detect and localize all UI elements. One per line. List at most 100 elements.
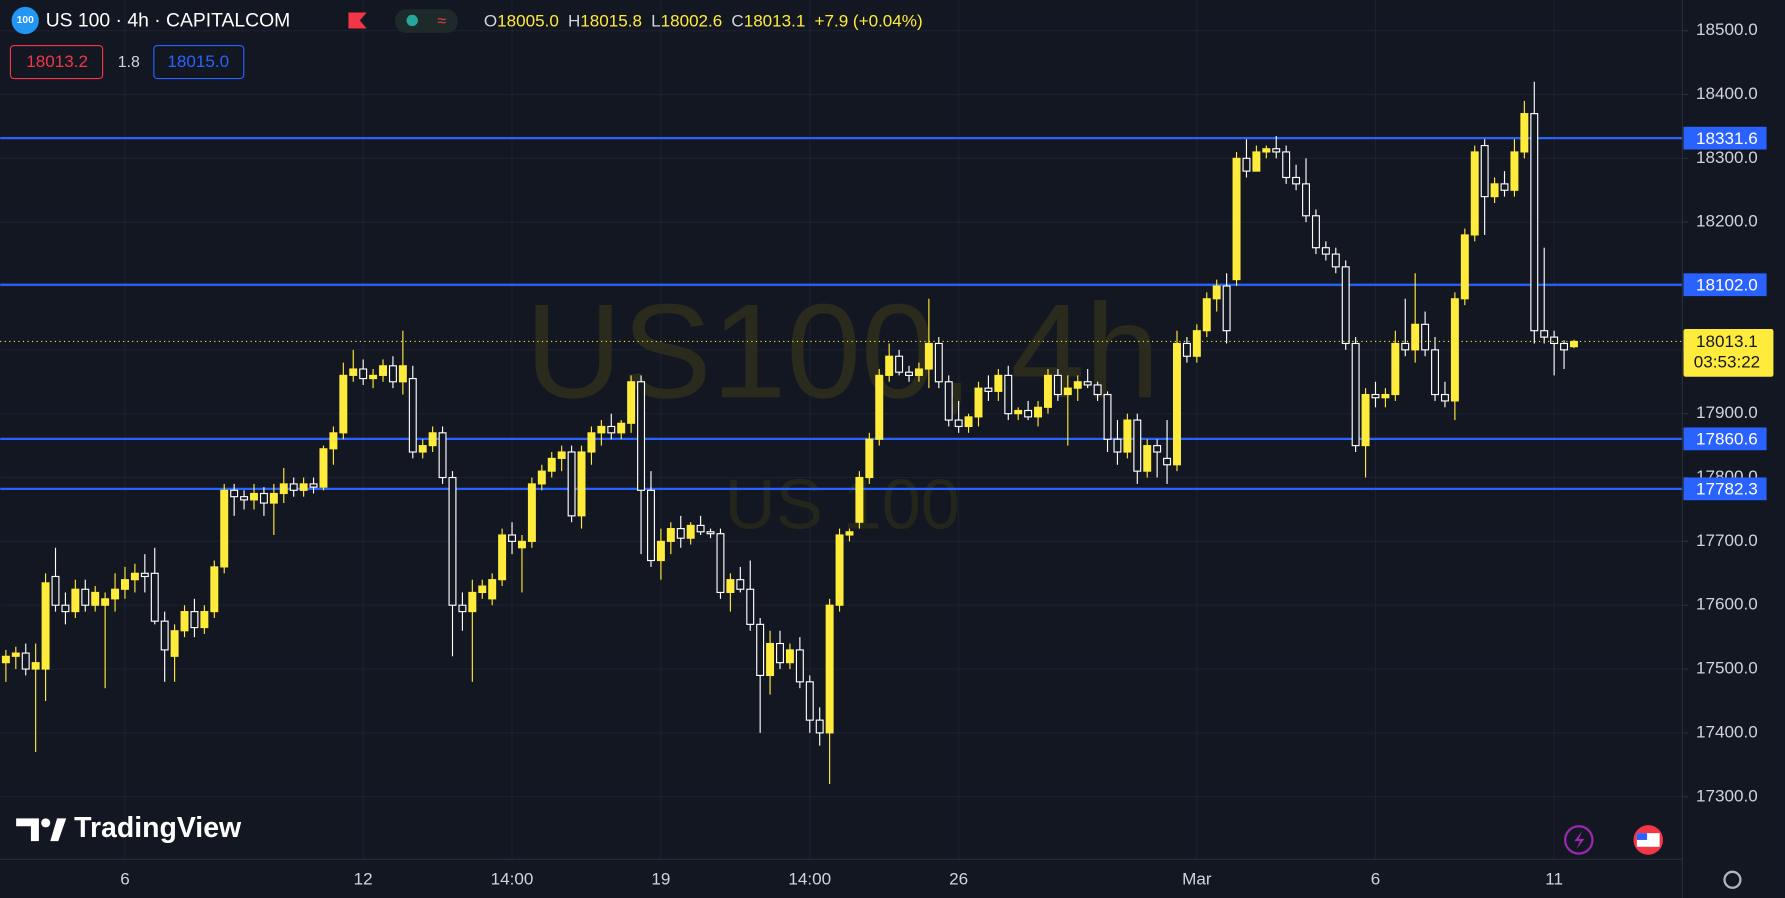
level-label-bg bbox=[1683, 427, 1767, 451]
candle-body bbox=[716, 533, 725, 594]
candle-body bbox=[934, 342, 943, 383]
candle-body bbox=[914, 368, 923, 376]
candle-body bbox=[269, 492, 278, 504]
candle-body bbox=[1, 655, 10, 664]
x-tick-label: 14:00 bbox=[788, 869, 831, 888]
brand-name: TradingView bbox=[74, 812, 242, 844]
candle-body bbox=[1004, 374, 1013, 415]
buy-button[interactable] bbox=[153, 44, 245, 80]
candle-body bbox=[498, 534, 507, 581]
candle-body bbox=[478, 585, 487, 594]
alerts-icon[interactable] bbox=[1564, 825, 1594, 855]
candle-body bbox=[379, 365, 388, 376]
candle-body bbox=[1212, 285, 1221, 300]
candle-body bbox=[1490, 183, 1499, 198]
level-label-bg bbox=[1683, 126, 1767, 150]
candle-body bbox=[259, 492, 268, 504]
candle-body bbox=[408, 378, 417, 453]
y-tick-label: 17500.0 bbox=[1696, 659, 1758, 678]
candle-body bbox=[1540, 330, 1549, 338]
candle-body bbox=[210, 566, 219, 613]
candle-body bbox=[776, 642, 784, 664]
candle-body bbox=[994, 374, 1003, 392]
logo-shape bbox=[50, 818, 67, 842]
ohlc-label: L bbox=[651, 11, 661, 30]
ohlc-value: 18005.0 bbox=[497, 11, 559, 30]
candle-body bbox=[1431, 349, 1440, 396]
candle-body bbox=[944, 381, 953, 421]
candle-body bbox=[160, 620, 169, 651]
candle-body bbox=[974, 387, 983, 418]
flag-canton bbox=[1636, 833, 1648, 840]
candle-body bbox=[1202, 298, 1211, 332]
level-label: 18102.0 bbox=[1696, 275, 1758, 294]
candle-body bbox=[240, 496, 249, 501]
candle-body bbox=[736, 579, 745, 590]
candle-body bbox=[299, 483, 308, 491]
candle-body bbox=[1520, 113, 1529, 153]
candle-body bbox=[1371, 393, 1380, 399]
y-tick-label: 18200.0 bbox=[1696, 212, 1758, 231]
candle-body bbox=[230, 489, 239, 498]
candle-body bbox=[289, 483, 298, 491]
candle-body bbox=[1252, 151, 1261, 172]
candle-body bbox=[1440, 393, 1449, 402]
ohlc-label: O bbox=[484, 11, 497, 30]
x-tick-label: 14:00 bbox=[491, 869, 534, 888]
candle-body bbox=[954, 419, 963, 428]
level-label-bg bbox=[1683, 477, 1767, 501]
candle-body bbox=[1361, 393, 1370, 447]
alerts-bolt bbox=[1574, 830, 1585, 850]
candle-body bbox=[1391, 342, 1400, 396]
y-tick-label: 17300.0 bbox=[1696, 786, 1758, 805]
settings-icon[interactable] bbox=[1723, 870, 1742, 889]
candle-body bbox=[190, 611, 199, 629]
candle-body bbox=[1550, 336, 1559, 345]
candle-body bbox=[1262, 148, 1271, 153]
plot bbox=[0, 81, 1683, 784]
candle-body bbox=[1421, 323, 1430, 351]
candle-body bbox=[339, 374, 348, 434]
candle-body bbox=[1401, 342, 1410, 351]
level-label: 17860.6 bbox=[1696, 429, 1758, 448]
sell-button[interactable] bbox=[9, 44, 104, 80]
spread: 1.8 bbox=[118, 54, 140, 71]
last-price-label: 18013.1 bbox=[1696, 332, 1758, 351]
candle-body bbox=[1192, 330, 1201, 357]
candle-body bbox=[597, 425, 606, 434]
candle-body bbox=[1083, 381, 1092, 386]
candle-body bbox=[1153, 445, 1162, 453]
grid bbox=[0, 0, 1683, 860]
y-tick-label: 17900.0 bbox=[1696, 403, 1758, 422]
candle-body bbox=[140, 572, 149, 578]
candle-body bbox=[1450, 298, 1459, 402]
candle-body bbox=[567, 451, 576, 517]
candle-body bbox=[1460, 234, 1469, 300]
candle-body bbox=[81, 588, 90, 606]
last-price-label-bg bbox=[1683, 328, 1774, 377]
candle-body bbox=[1292, 176, 1301, 185]
candle-body bbox=[1173, 342, 1181, 466]
candle-body bbox=[895, 355, 904, 373]
axis: 17300.017400.017500.017600.017700.017800… bbox=[120, 20, 1774, 888]
status-pill[interactable] bbox=[395, 9, 458, 34]
candle-body bbox=[1024, 409, 1033, 418]
flag-icon[interactable] bbox=[348, 12, 367, 29]
candle-body bbox=[130, 572, 139, 581]
candle-body bbox=[1341, 266, 1350, 345]
candle-body bbox=[1311, 215, 1320, 249]
market-open-dot bbox=[406, 14, 418, 27]
candle-body bbox=[1043, 374, 1052, 408]
candle-body bbox=[1470, 151, 1479, 236]
candle-body bbox=[557, 451, 566, 459]
candle-body bbox=[438, 432, 447, 479]
chart-title[interactable]: US 100 · 4h · CAPITALCOM bbox=[46, 10, 291, 32]
countdown: 03:53:22 bbox=[1694, 353, 1760, 372]
candle-body bbox=[508, 534, 517, 542]
candle-body bbox=[71, 588, 80, 613]
ohlc-label: C bbox=[731, 11, 743, 30]
candle-body bbox=[875, 374, 884, 440]
candle-body bbox=[547, 457, 556, 472]
symbol-icon bbox=[11, 6, 39, 35]
candle-body bbox=[726, 579, 735, 594]
